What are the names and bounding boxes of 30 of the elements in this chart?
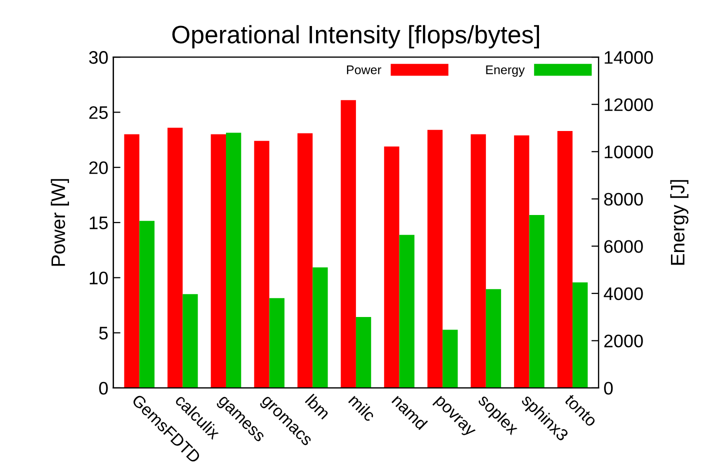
y2-tick-label: 8000 — [604, 192, 643, 206]
x-tick-label: milc — [348, 394, 377, 422]
bar — [442, 330, 458, 388]
y2-tick-label: 6000 — [604, 240, 643, 253]
bar — [168, 128, 183, 388]
y-tick-label: 0 — [99, 382, 108, 395]
y2-tick-label: 4000 — [604, 287, 643, 300]
y-tick-label: 15 — [90, 216, 108, 230]
bar — [340, 100, 356, 388]
y2-tick-label: 12000 — [604, 98, 653, 112]
bar — [557, 131, 573, 388]
legend-label: Energy — [486, 66, 525, 77]
y2-tick-label: 10000 — [604, 146, 653, 158]
y-tick-label: 10 — [90, 272, 108, 284]
bar — [427, 130, 443, 388]
legend-label: Power — [347, 66, 382, 74]
bar — [470, 134, 486, 388]
y2-tick-label: 0 — [604, 382, 613, 395]
y-tick-label: 5 — [99, 326, 108, 340]
y-tick-label: 20 — [89, 161, 108, 174]
bar — [356, 317, 372, 388]
bar — [254, 140, 270, 388]
y2-axis-title: Energy [J] — [670, 180, 688, 265]
bar — [297, 133, 313, 388]
y-axis-title: Power [W] — [50, 179, 69, 266]
y-tick-label: 30 — [89, 51, 108, 64]
y-tick-label: 25 — [89, 106, 108, 119]
y2-tick-label: 2000 — [604, 334, 643, 348]
y2-tick-label: 14000 — [604, 51, 653, 64]
chart-title: Operational Intensity [flops/bytes] — [172, 25, 539, 48]
